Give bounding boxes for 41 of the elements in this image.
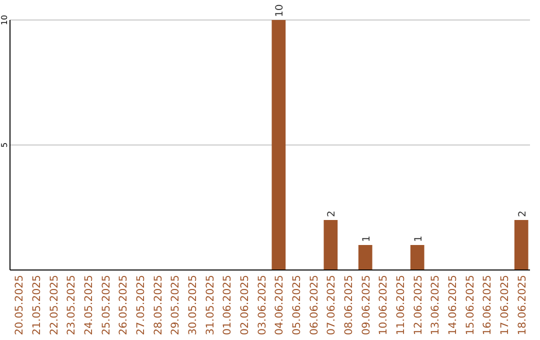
x-tick-label: 23.05.2025	[66, 275, 78, 336]
x-tick-label: 11.06.2025	[395, 275, 407, 336]
y-tick-label: 5	[0, 142, 9, 148]
data-label: 1	[361, 236, 372, 242]
x-tick-label: 22.05.2025	[48, 275, 60, 336]
bar	[410, 245, 424, 270]
x-tick-label: 30.05.2025	[187, 275, 199, 336]
x-tick-label: 13.06.2025	[430, 275, 442, 336]
x-tick-label: 07.06.2025	[326, 275, 338, 336]
data-label: 2	[326, 210, 338, 217]
x-tick-label: 05.06.2025	[291, 275, 303, 336]
x-tick-label: 06.06.2025	[308, 275, 320, 336]
x-tick-label: 14.06.2025	[447, 275, 459, 336]
x-tick-label: 27.05.2025	[135, 275, 147, 336]
x-tick-label: 24.05.2025	[83, 275, 95, 336]
x-tick-label: 04.06.2025	[274, 275, 286, 336]
x-tick-label: 09.06.2025	[360, 275, 372, 336]
x-tick-label: 26.05.2025	[118, 275, 130, 336]
x-tick-label: 18.06.2025	[516, 275, 528, 336]
x-tick-label: 21.05.2025	[31, 275, 43, 336]
bar	[514, 220, 528, 270]
x-tick-label: 12.06.2025	[412, 275, 424, 336]
x-tick-label: 17.06.2025	[499, 275, 511, 336]
x-tick-label: 08.06.2025	[343, 275, 355, 336]
x-tick-label: 20.05.2025	[14, 275, 26, 336]
data-label: 1	[413, 236, 424, 242]
x-tick-label: 25.05.2025	[100, 275, 112, 336]
x-tick-label: 10.06.2025	[378, 275, 390, 336]
x-tick-label: 16.06.2025	[482, 275, 494, 336]
x-tick-label: 01.06.2025	[222, 275, 234, 336]
data-label: 10	[274, 4, 286, 17]
x-tick-label: 03.06.2025	[256, 275, 268, 336]
x-tick-label: 02.06.2025	[239, 275, 251, 336]
bar	[272, 20, 286, 270]
x-tick-label: 28.05.2025	[152, 275, 164, 336]
x-tick-label: 29.05.2025	[170, 275, 182, 336]
bar	[358, 245, 372, 270]
x-tick-label: 31.05.2025	[204, 275, 216, 336]
data-label: 2	[517, 210, 528, 217]
bar	[324, 220, 338, 270]
x-tick-label: 15.06.2025	[464, 275, 476, 336]
